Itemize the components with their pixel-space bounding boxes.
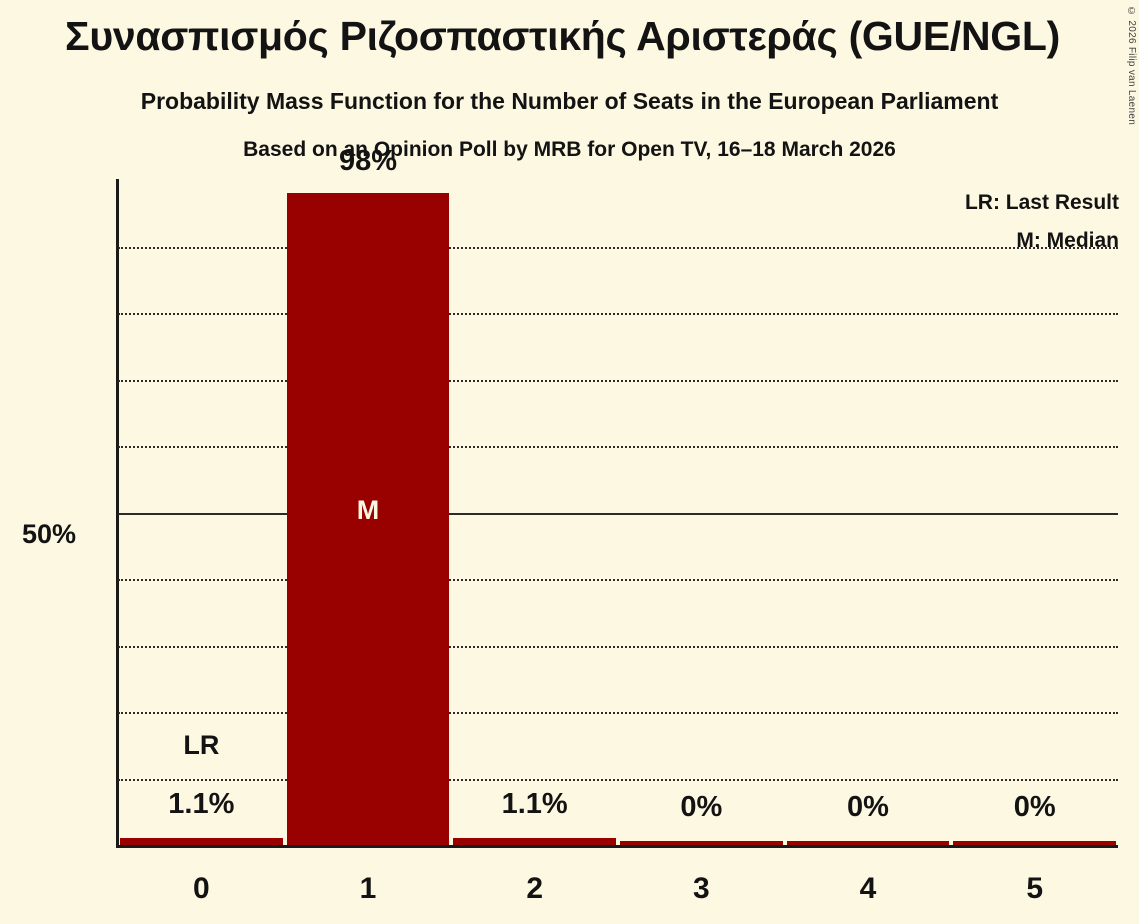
chart-subtitle: Probability Mass Function for the Number… — [140, 88, 999, 114]
x-axis-tick-1: 1 — [359, 872, 377, 905]
y-axis-line — [116, 179, 119, 846]
gridline-90 — [118, 246, 1118, 249]
gridline-30 — [118, 645, 1118, 648]
bar-2[interactable] — [453, 837, 616, 845]
x-axis-line — [116, 845, 1118, 848]
chart-source-line: Based on an Opinion Poll by MRB for Open… — [243, 138, 896, 161]
bar-value-label-5: 0% — [1013, 791, 1056, 823]
x-axis-tick-3: 3 — [692, 872, 710, 905]
plot-area: 1.1% LR 98% M 1.1% 0% 0% 0% — [116, 145, 1118, 848]
gridline-20 — [118, 712, 1118, 714]
gridline-80 — [118, 313, 1118, 315]
x-axis-tick-4: 4 — [859, 872, 877, 905]
bar-value-label-2: 1.1% — [501, 787, 568, 820]
bar-marker-median: M — [356, 494, 380, 525]
bar-marker-last-result: LR — [183, 729, 220, 760]
copyright-notice: © 2026 Filip van Laenen — [1126, 6, 1137, 126]
y-axis-tick-label-50: 50% — [22, 519, 77, 549]
x-axis-tick-2: 2 — [526, 872, 543, 905]
chart-legend: LR: Last Result M: Median — [965, 184, 1119, 260]
bar-4[interactable] — [786, 841, 950, 845]
bar-0[interactable] — [120, 837, 283, 845]
bar-value-label-3: 0% — [680, 791, 723, 823]
bar-1[interactable] — [286, 193, 450, 845]
x-axis-tick-5: 5 — [1026, 872, 1043, 905]
legend-item-last-result: LR: Last Result — [964, 191, 1119, 214]
gridline-10 — [118, 778, 1118, 781]
page-title: Συνασπισμός Ριζοσπαστικής Αριστεράς (GUE… — [65, 13, 1060, 59]
bar-value-label-1: 98% — [338, 145, 397, 178]
bar-5[interactable] — [953, 841, 1116, 845]
bar-value-label-0: 1.1% — [168, 787, 235, 820]
gridline-major-50 — [118, 512, 1118, 515]
gridline-40 — [118, 579, 1118, 581]
legend-item-median: M: Median — [1016, 229, 1119, 252]
x-axis-tick-0: 0 — [192, 872, 210, 905]
bar-value-label-4: 0% — [847, 791, 889, 823]
gridline-70 — [118, 379, 1118, 382]
bar-3[interactable] — [620, 841, 783, 845]
gridline-60 — [118, 446, 1118, 448]
